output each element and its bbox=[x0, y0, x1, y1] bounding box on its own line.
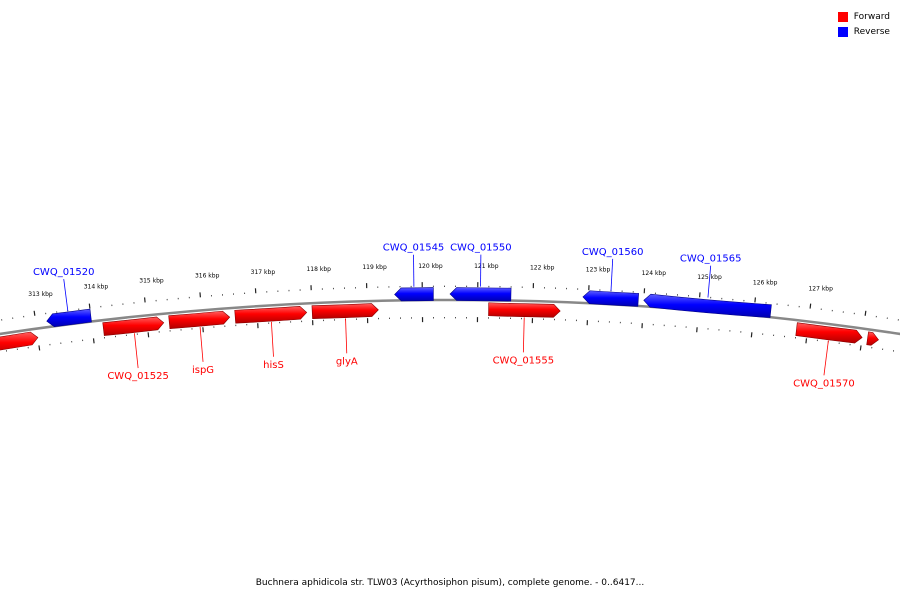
ruler-tick-inner bbox=[33, 310, 36, 316]
legend-label-reverse: Reverse bbox=[853, 26, 890, 37]
gene-gene-left[interactable] bbox=[866, 331, 879, 346]
ruler-tick-label: 122 kbp bbox=[530, 264, 555, 271]
gene-label-hisS[interactable]: hisS bbox=[263, 360, 284, 371]
gene-CWQ_01570[interactable] bbox=[795, 322, 863, 344]
gene-label-ispG[interactable]: ispG bbox=[192, 365, 214, 376]
ruler-tick-inner bbox=[88, 303, 91, 309]
gene-glyA[interactable] bbox=[311, 303, 379, 319]
gene-hisS[interactable] bbox=[234, 305, 308, 324]
ruler-tick-label: 123 kbp bbox=[586, 267, 611, 274]
ruler-tick-inner bbox=[143, 297, 146, 303]
gene-label-leader bbox=[522, 317, 525, 353]
gene-label-leader bbox=[823, 340, 829, 376]
ruler-tick-label: 118 kbp bbox=[306, 266, 331, 273]
gene-track bbox=[0, 287, 879, 356]
ruler-tick-outer bbox=[147, 332, 150, 338]
ruler-tick-outer bbox=[805, 338, 808, 344]
ruler-tick-label: 126 kbp bbox=[753, 279, 778, 286]
gene-CWQ_01560[interactable] bbox=[582, 290, 639, 307]
ruler-tick-label: 314 kbp bbox=[84, 284, 109, 291]
ruler-tick-label: 127 kbp bbox=[808, 286, 833, 293]
legend: Forward Reverse bbox=[837, 9, 890, 39]
gene-label-leader bbox=[199, 326, 204, 362]
gene-CWQ_01525[interactable] bbox=[102, 316, 165, 336]
legend-item-reverse: Reverse bbox=[837, 24, 890, 39]
ruler-tick-label: 317 kbp bbox=[251, 269, 276, 276]
ruler-tick-label: 120 kbp bbox=[418, 263, 443, 270]
ruler-tick-label: 315 kbp bbox=[139, 278, 164, 285]
gene-CWQ_01565[interactable] bbox=[643, 293, 772, 318]
ruler-tick-inner bbox=[754, 297, 757, 303]
gene-label-CWQ_01555[interactable]: CWQ_01555 bbox=[493, 355, 555, 366]
gene-label-glyA[interactable]: glyA bbox=[336, 356, 358, 367]
ruler-tick-label: 316 kbp bbox=[195, 273, 220, 280]
ruler-tick-inner bbox=[864, 310, 867, 316]
ruler-tick-label: 119 kbp bbox=[362, 264, 387, 271]
ruler-tick-outer bbox=[859, 345, 862, 351]
gene-CWQ_01555[interactable] bbox=[488, 302, 561, 318]
legend-item-forward: Forward bbox=[837, 9, 890, 24]
gene-gene-right[interactable] bbox=[0, 331, 39, 356]
gene-label-CWQ_01520[interactable]: CWQ_01520 bbox=[33, 267, 95, 278]
gene-label-leader bbox=[63, 279, 69, 311]
ruler-tick-outer bbox=[750, 332, 753, 338]
map-caption: Buchnera aphidicola str. TLW03 (Acyrthos… bbox=[255, 578, 645, 588]
gene-label-leader bbox=[707, 265, 712, 298]
legend-swatch-forward bbox=[837, 11, 848, 22]
gene-labels: CWQ_01565 CWQ_01560 CWQ_01550 CWQ_01545 CWQ_… bbox=[33, 243, 855, 390]
gene-CWQ_01545[interactable] bbox=[394, 287, 434, 302]
ruler-tick-outer bbox=[38, 345, 41, 351]
gene-label-leader bbox=[270, 321, 274, 357]
gene-label-leader bbox=[345, 318, 348, 354]
legend-swatch-reverse bbox=[837, 26, 848, 37]
gene-CWQ_01550[interactable] bbox=[449, 287, 512, 302]
gene-label-leader bbox=[134, 333, 139, 369]
gene-label-leader bbox=[610, 258, 614, 291]
ruler-tick-label: 124 kbp bbox=[642, 270, 667, 277]
ruler-tick-inner bbox=[809, 303, 812, 309]
ruler-tick-outer bbox=[92, 338, 95, 344]
ruler-tick-label: 121 kbp bbox=[474, 263, 499, 270]
legend-label-forward: Forward bbox=[853, 11, 890, 22]
gene-label-CWQ_01545[interactable]: CWQ_01545 bbox=[383, 243, 445, 254]
gene-label-CWQ_01525[interactable]: CWQ_01525 bbox=[107, 371, 169, 382]
gene-label-CWQ_01570[interactable]: CWQ_01570 bbox=[793, 378, 855, 389]
gene-label-CWQ_01560[interactable]: CWQ_01560 bbox=[582, 247, 644, 258]
ruler-tick-label: 313 kbp bbox=[28, 291, 53, 298]
gene-label-CWQ_01550[interactable]: CWQ_01550 bbox=[450, 243, 512, 254]
gene-ispG[interactable] bbox=[168, 310, 231, 329]
gene-label-CWQ_01565[interactable]: CWQ_01565 bbox=[680, 254, 742, 265]
gene-CWQ_01520[interactable] bbox=[46, 308, 92, 328]
